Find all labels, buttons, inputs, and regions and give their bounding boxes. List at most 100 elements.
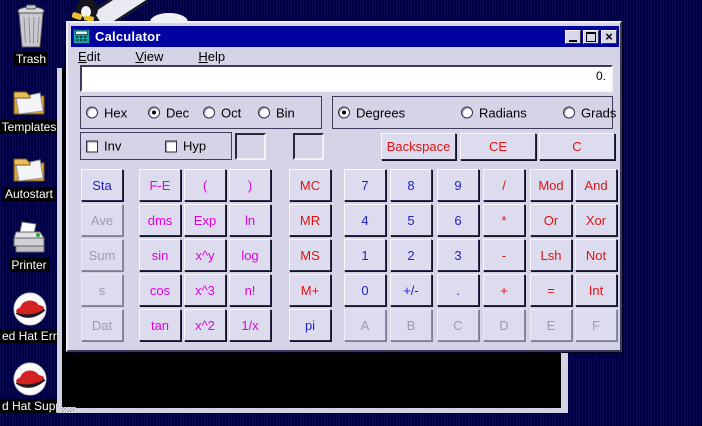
checkbox-icon <box>86 140 98 152</box>
calc-button[interactable]: E <box>530 309 572 341</box>
calc-button[interactable]: + <box>483 274 525 306</box>
calc-button[interactable]: F <box>575 309 617 341</box>
calc-button[interactable]: B <box>390 309 432 341</box>
calc-button[interactable]: 8 <box>390 169 432 201</box>
calc-button[interactable]: x^2 <box>184 309 226 341</box>
radio-icon <box>203 106 215 119</box>
menu-edit[interactable]: Edit <box>78 49 101 64</box>
calc-button[interactable]: Mod <box>530 169 572 201</box>
calc-button[interactable]: ( <box>184 169 226 201</box>
calc-button[interactable]: Sum <box>81 239 123 271</box>
calc-button[interactable]: C <box>437 309 479 341</box>
minimize-button[interactable] <box>565 29 581 44</box>
calc-button[interactable]: 4 <box>344 204 386 236</box>
desktop-icon-autostart[interactable]: Autostart <box>0 151 58 201</box>
modifier-group: Inv Hyp <box>80 132 232 160</box>
calc-button[interactable]: dms <box>139 204 181 236</box>
calc-button[interactable]: Not <box>575 239 617 271</box>
calc-button[interactable]: Ave <box>81 204 123 236</box>
desktop-icon-redhat-errata[interactable]: ed Hat Erra <box>0 291 61 343</box>
radio-hex[interactable]: Hex <box>86 105 127 120</box>
backspace-button[interactable]: Backspace <box>381 133 456 160</box>
calc-button[interactable]: sin <box>139 239 181 271</box>
calc-button[interactable]: 7 <box>344 169 386 201</box>
calc-button[interactable]: Exp <box>184 204 226 236</box>
calc-button[interactable]: Or <box>530 204 572 236</box>
number-base-group: Hex Dec Oct Bin <box>80 96 322 129</box>
radio-degrees[interactable]: Degrees <box>338 105 405 120</box>
calc-button[interactable]: 1/x <box>229 309 271 341</box>
calc-button[interactable]: pi <box>289 309 331 341</box>
close-icon: × <box>605 28 613 44</box>
redhat-icon <box>13 292 47 326</box>
calc-button[interactable]: Dat <box>81 309 123 341</box>
desktop-icon-redhat-support[interactable]: d Hat Supp <box>0 361 61 413</box>
calc-button[interactable]: 3 <box>437 239 479 271</box>
window-title: Calculator <box>95 29 161 44</box>
calc-button[interactable]: M+ <box>289 274 331 306</box>
calculator-display: 0. <box>80 65 613 92</box>
calc-button[interactable]: 5 <box>390 204 432 236</box>
desktop-icon-trash[interactable]: Trash <box>6 3 56 66</box>
calc-button[interactable]: 0 <box>344 274 386 306</box>
radio-radians[interactable]: Radians <box>461 105 527 120</box>
calc-button[interactable]: +/- <box>390 274 432 306</box>
calc-button[interactable]: A <box>344 309 386 341</box>
calc-button[interactable]: log <box>229 239 271 271</box>
calc-button[interactable]: / <box>483 169 525 201</box>
clear-button[interactable]: C <box>539 133 615 160</box>
calc-button[interactable]: D <box>483 309 525 341</box>
calc-button[interactable]: = <box>530 274 572 306</box>
calc-button[interactable]: cos <box>139 274 181 306</box>
calc-button[interactable]: - <box>483 239 525 271</box>
checkbox-inv[interactable]: Inv <box>86 139 121 154</box>
desktop-icon-printer[interactable]: Printer <box>2 220 56 272</box>
clear-entry-button[interactable]: CE <box>460 133 536 160</box>
checkbox-hyp[interactable]: Hyp <box>165 139 206 154</box>
menu-bar: Edit View Help <box>74 49 229 66</box>
folder-icon <box>13 91 45 115</box>
calc-button[interactable]: x^y <box>184 239 226 271</box>
calc-button[interactable]: MC <box>289 169 331 201</box>
calc-button[interactable]: And <box>575 169 617 201</box>
radio-icon <box>461 106 473 119</box>
calc-button[interactable]: 6 <box>437 204 479 236</box>
maximize-button[interactable] <box>583 29 599 44</box>
calc-button[interactable]: MR <box>289 204 331 236</box>
radio-dec[interactable]: Dec <box>148 105 189 120</box>
terminal-resize-grip[interactable] <box>62 407 76 412</box>
radio-oct[interactable]: Oct <box>203 105 241 120</box>
calc-button[interactable]: Lsh <box>530 239 572 271</box>
calc-button[interactable]: F-E <box>139 169 181 201</box>
folder-icon <box>13 158 45 182</box>
calc-button[interactable]: s <box>81 274 123 306</box>
calc-button[interactable]: MS <box>289 239 331 271</box>
calc-button[interactable]: ln <box>229 204 271 236</box>
desktop-icon-label: ed Hat Erra <box>0 329 61 343</box>
calc-button[interactable]: * <box>483 204 525 236</box>
radio-grads[interactable]: Grads <box>563 105 616 120</box>
maximize-icon <box>586 31 596 42</box>
calc-button[interactable]: x^3 <box>184 274 226 306</box>
calc-button[interactable]: ) <box>229 169 271 201</box>
desktop-icon-label: Trash <box>13 52 49 66</box>
close-button[interactable]: × <box>601 28 617 44</box>
calc-button[interactable]: n! <box>229 274 271 306</box>
calc-button[interactable]: Int <box>575 274 617 306</box>
menu-help[interactable]: Help <box>198 49 226 64</box>
radio-icon <box>148 106 160 119</box>
desktop-icon-templates[interactable]: Templates <box>0 84 59 134</box>
calc-button[interactable]: tan <box>139 309 181 341</box>
calc-button[interactable]: 1 <box>344 239 386 271</box>
menu-view[interactable]: View <box>135 49 164 64</box>
calc-button[interactable]: Sta <box>81 169 123 201</box>
radio-bin[interactable]: Bin <box>258 105 295 120</box>
paren-indicator <box>293 133 324 160</box>
title-bar[interactable]: Calculator × <box>71 26 619 47</box>
calc-button[interactable]: 9 <box>437 169 479 201</box>
desktop-icon-label: d Hat Supp <box>0 399 61 413</box>
calc-button[interactable]: 2 <box>390 239 432 271</box>
calc-button[interactable]: Xor <box>575 204 617 236</box>
calc-button[interactable]: . <box>437 274 479 306</box>
